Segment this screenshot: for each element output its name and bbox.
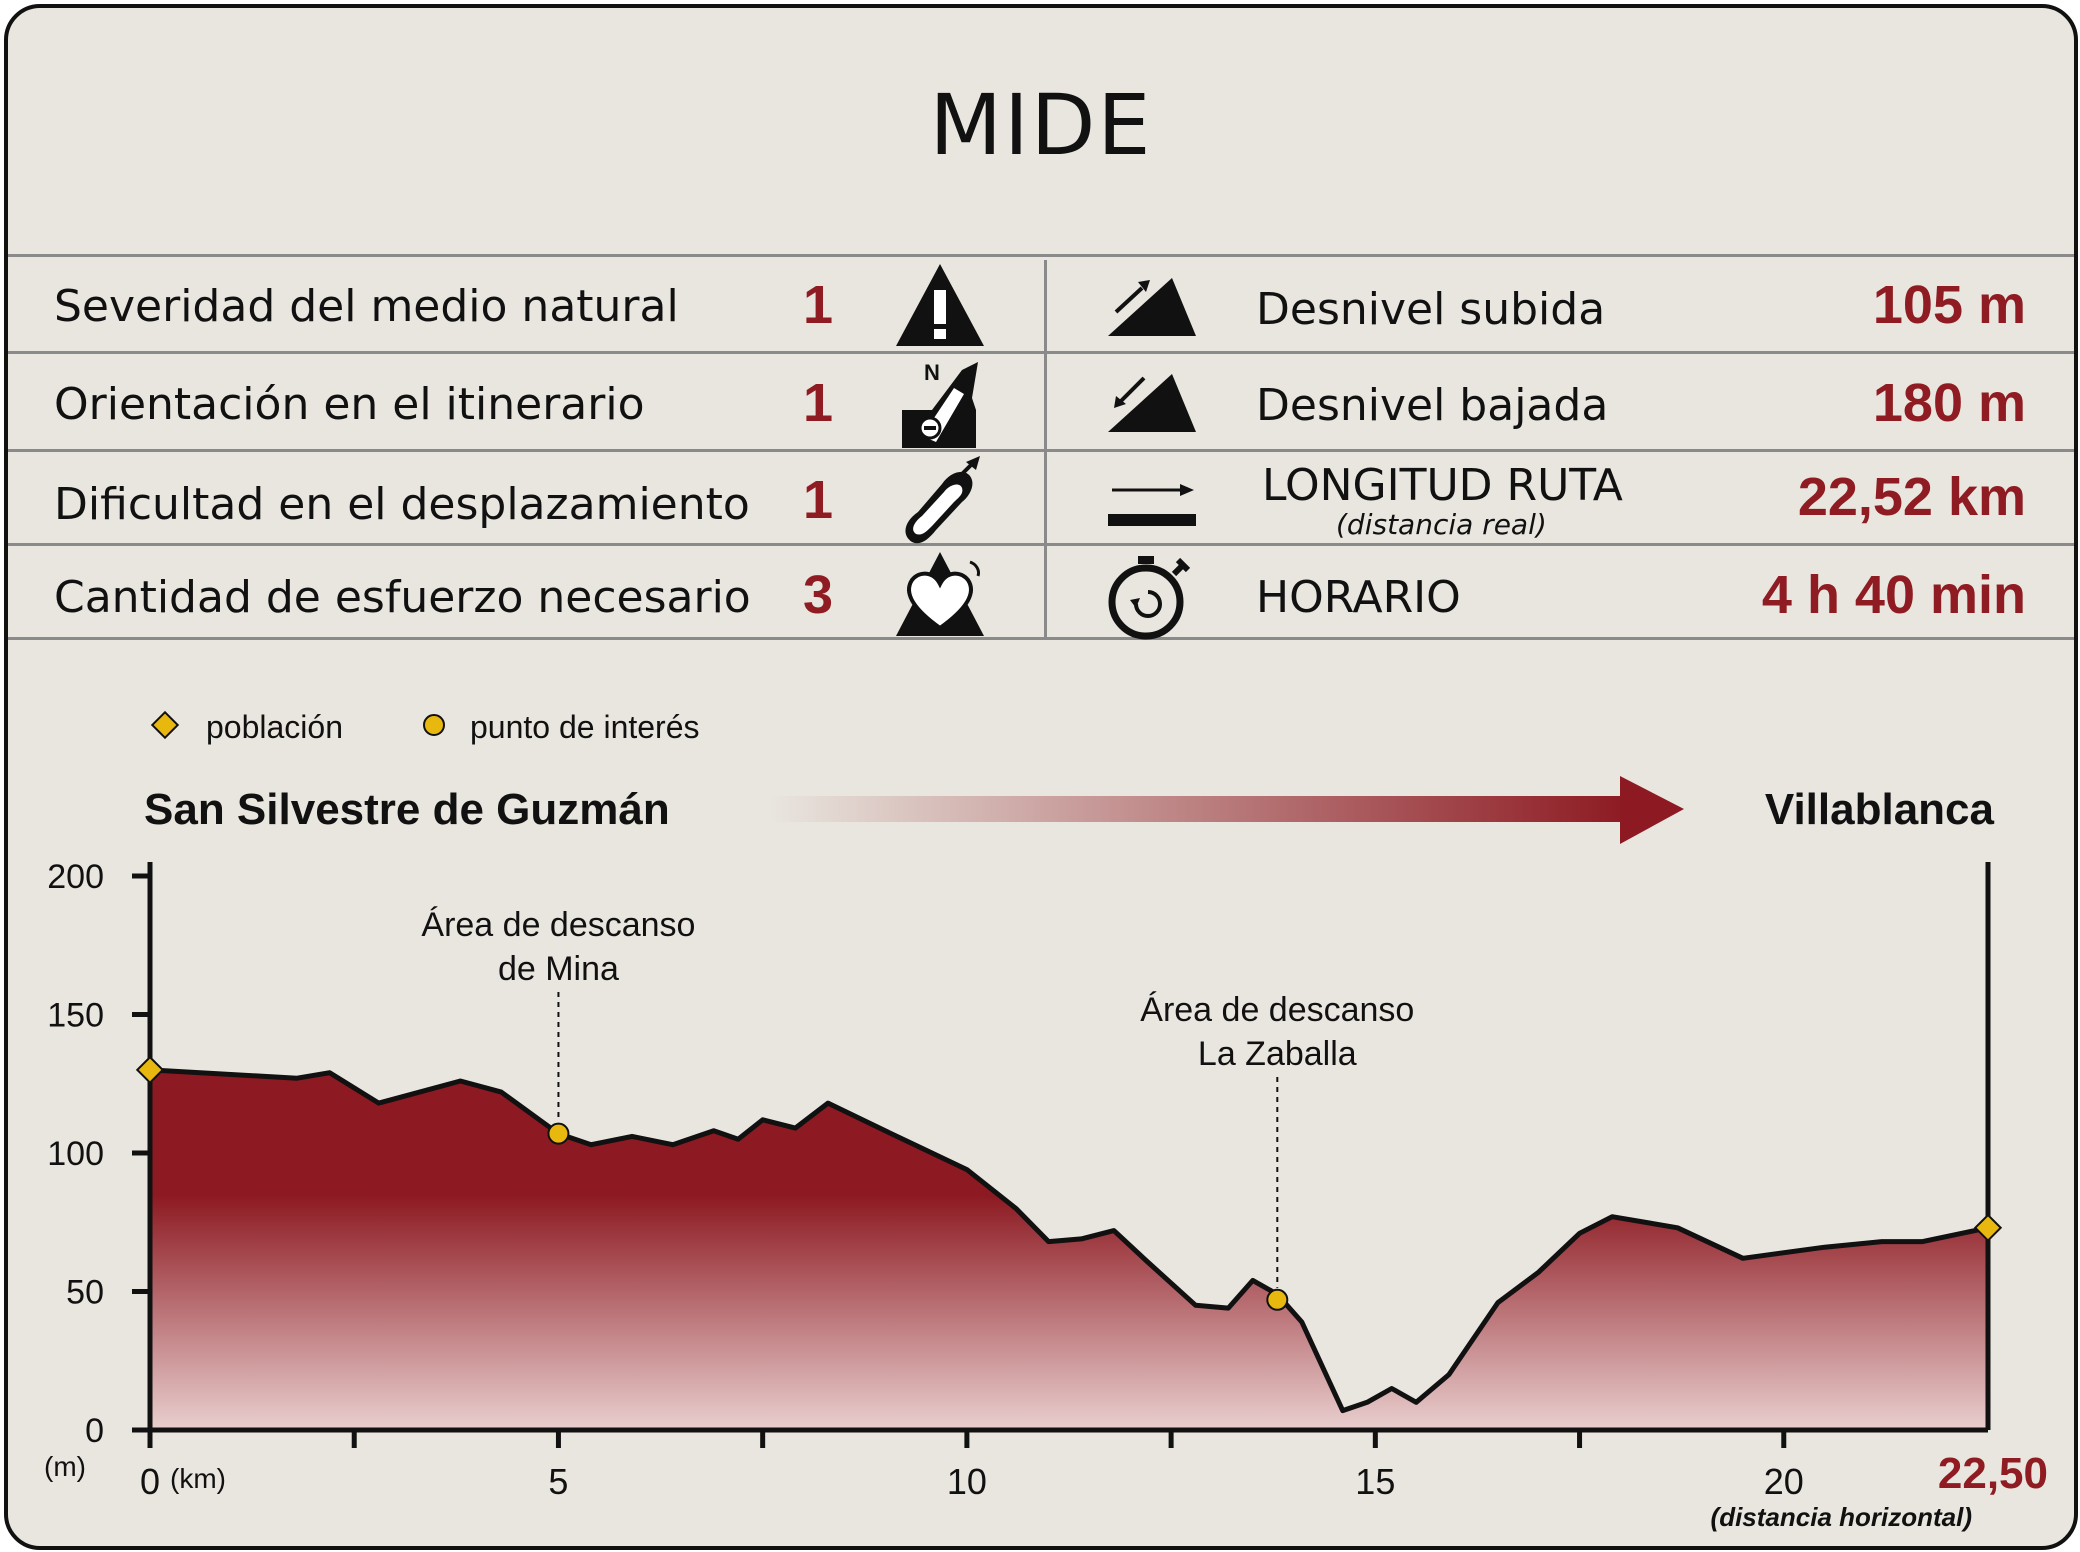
mide-row-label: Cantidad de esfuerzo necesario	[54, 572, 751, 623]
heart-effort-icon	[896, 552, 984, 636]
route-direction-arrow	[768, 776, 1684, 844]
ascent-icon	[1108, 278, 1196, 336]
legend-punto-label: punto de interés	[470, 709, 700, 745]
stat-label: Desnivel bajada	[1256, 380, 1609, 431]
footprint-icon	[905, 456, 980, 544]
table-divider	[8, 637, 2074, 640]
mide-row-score: 3	[802, 565, 834, 625]
distance-icon	[1108, 484, 1196, 526]
mide-row-label: Dificultad en el desplazamiento	[54, 479, 750, 530]
x-tick-label: 0	[140, 1461, 160, 1502]
annotation-line1: Área de descanso	[421, 906, 695, 944]
table-divider	[8, 543, 2074, 546]
compass-orientation-icon: N	[902, 360, 978, 448]
punto-interes-marker	[547, 1122, 570, 1145]
legend-poblacion-marker	[150, 710, 180, 740]
mide-row-label: Severidad del medio natural	[54, 281, 679, 332]
legend-punto-marker	[423, 714, 445, 736]
y-axis-unit: (m)	[44, 1451, 86, 1482]
warning-triangle-icon	[896, 264, 984, 346]
legend: población punto de interés	[150, 709, 700, 745]
svg-text:N: N	[924, 360, 940, 385]
mide-row-label: Orientación en el itinerario	[54, 379, 645, 430]
stat-label: LONGITUD RUTA	[1262, 460, 1623, 511]
x-tick-label: 5	[548, 1461, 568, 1502]
x-end-note: (distancia horizontal)	[1711, 1502, 1972, 1532]
table-column-divider	[1044, 260, 1047, 638]
table-divider	[8, 351, 2074, 354]
stat-value: 22,52 km	[1797, 467, 2026, 527]
x-tick-label: 20	[1764, 1461, 1804, 1502]
stat-label: HORARIO	[1256, 572, 1461, 623]
y-tick-label: 200	[47, 858, 104, 896]
x-axis-unit: (km)	[170, 1463, 226, 1494]
y-tick-label: 100	[47, 1135, 104, 1173]
x-tick-label: 15	[1355, 1461, 1395, 1502]
y-tick-label: 50	[66, 1274, 104, 1312]
stat-value: 105 m	[1872, 275, 2026, 335]
stat-value: 180 m	[1872, 373, 2026, 433]
route-end-label: Villablanca	[1765, 785, 1995, 834]
table-divider	[8, 254, 2074, 257]
poblacion-marker	[1973, 1213, 2003, 1242]
y-tick-label: 150	[47, 997, 104, 1035]
stat-sublabel: (distancia real)	[1336, 508, 1547, 541]
table-divider	[8, 449, 2074, 452]
legend-poblacion-label: población	[206, 709, 343, 745]
stat-label: Desnivel subida	[1256, 284, 1606, 335]
route-start-label: San Silvestre de Guzmán	[144, 785, 670, 834]
elevation-area	[150, 1069, 1988, 1430]
poblacion-marker	[135, 1055, 165, 1085]
elevation-profile-chart: población punto de interés San Silvestre…	[44, 709, 2048, 1532]
y-tick-label: 0	[85, 1412, 104, 1450]
mide-row-score: 1	[802, 275, 834, 335]
annotation-line2: de Mina	[498, 950, 619, 988]
descent-icon	[1108, 374, 1196, 432]
punto-interes-marker	[1266, 1288, 1289, 1311]
mide-row-score: 1	[802, 373, 834, 433]
annotation-line1: Área de descanso	[1140, 991, 1414, 1029]
elevation-line	[149, 1067, 1989, 1414]
stat-value: 4 h 40 min	[1761, 565, 2026, 625]
x-end-label: 22,50	[1938, 1449, 2048, 1498]
mide-row-score: 1	[802, 470, 834, 530]
x-tick-label: 10	[947, 1461, 987, 1502]
stopwatch-icon	[1108, 556, 1191, 640]
page-title: MIDE	[929, 76, 1153, 174]
annotation-line2: La Zaballa	[1198, 1035, 1357, 1073]
mide-card: MIDE Severidad del medio natural 1 Orien…	[4, 4, 2078, 1550]
